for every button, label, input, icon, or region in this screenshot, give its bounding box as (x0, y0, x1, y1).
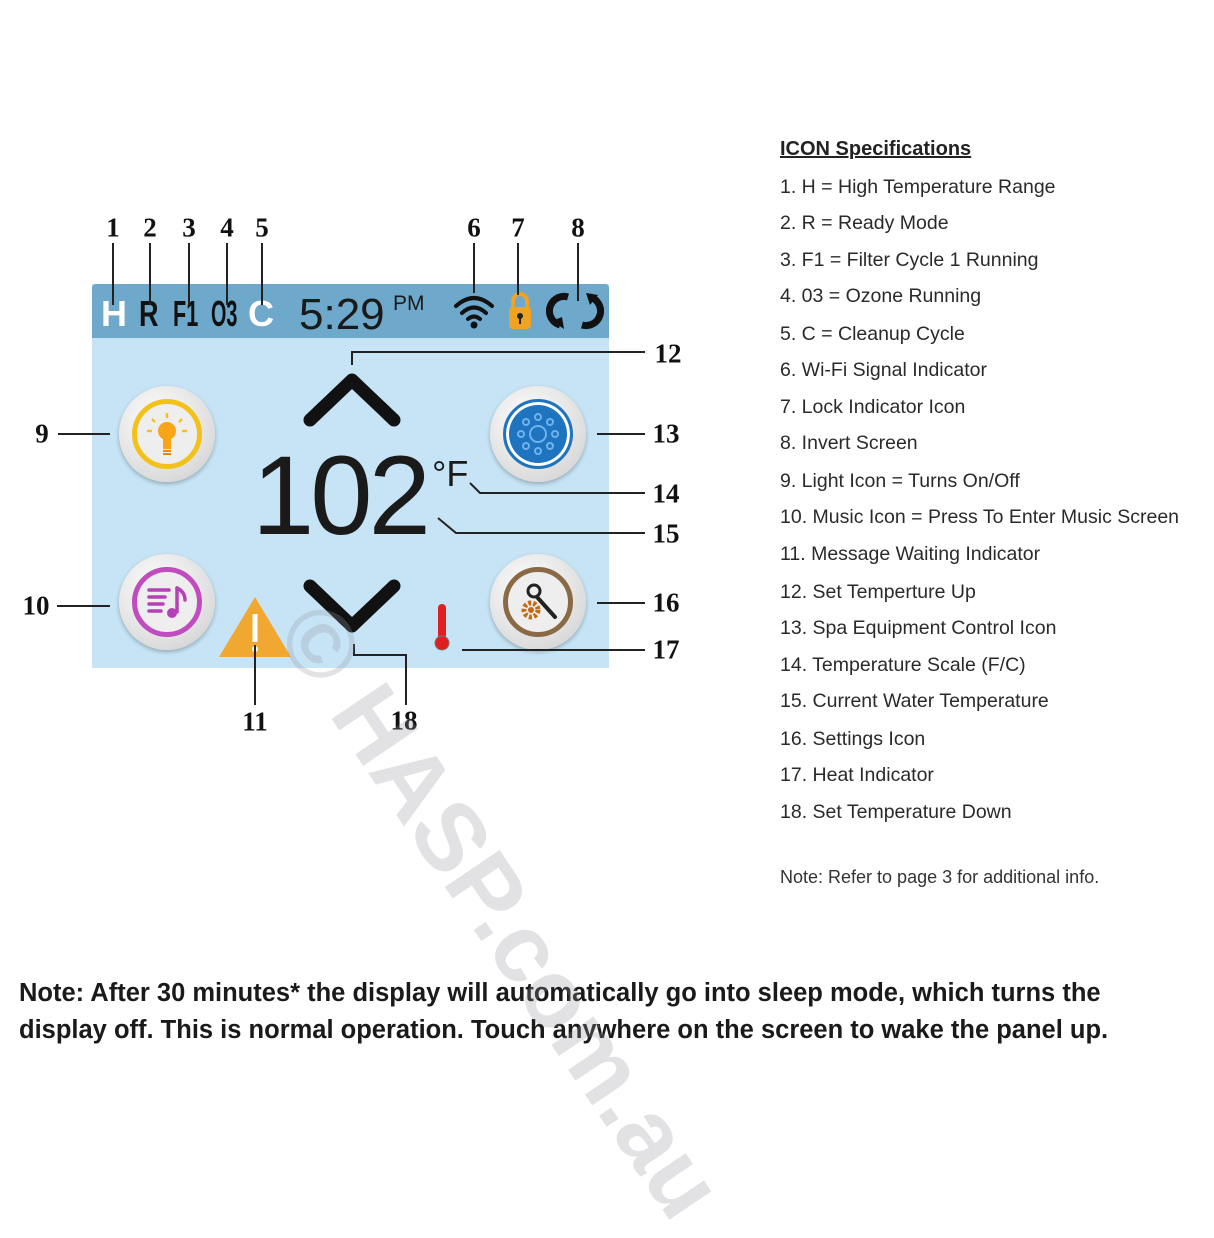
callout-3: 3 (182, 212, 196, 243)
leader-line (405, 654, 407, 705)
leader-line (188, 243, 190, 305)
ozone-indicator: O3 (211, 293, 238, 334)
spec-item: 7. Lock Indicator Icon (780, 396, 966, 418)
settings-wrench-gear-icon (521, 583, 557, 620)
callout-17: 17 (652, 634, 680, 665)
callout-5: 5 (255, 212, 269, 243)
callout-16: 16 (652, 587, 680, 618)
leader-line (58, 433, 110, 435)
leader-line (597, 433, 645, 435)
leader-line (517, 243, 519, 295)
leader-line (473, 243, 475, 293)
spec-item: 8. Invert Screen (780, 432, 918, 454)
callout-18: 18 (390, 705, 418, 736)
clock-ampm: PM (393, 292, 425, 315)
chevron-up-icon[interactable] (300, 368, 404, 430)
leader-line (226, 243, 228, 305)
leader-line (254, 645, 256, 705)
leader-line (112, 243, 114, 305)
leader-line (57, 605, 110, 607)
music-icon (147, 586, 187, 618)
leader-line (261, 243, 263, 305)
ready-mode-indicator: R (139, 293, 159, 334)
callout-15: 15 (652, 518, 680, 549)
callout-6: 6 (467, 212, 481, 243)
spec-title: ICON Specifications (780, 138, 972, 160)
spec-item: 11. Message Waiting Indicator (780, 543, 1041, 565)
leader-line (149, 243, 151, 305)
callout-9: 9 (35, 418, 49, 449)
spec-item: 3. F1 = Filter Cycle 1 Running (780, 249, 1039, 271)
spec-item: 16. Settings Icon (780, 728, 926, 750)
leader-line (353, 644, 355, 655)
clock-time: 5:29 (299, 290, 385, 339)
spec-item: 4. 03 = Ozone Running (780, 285, 982, 307)
callout-8: 8 (571, 212, 585, 243)
thermometer-icon (434, 604, 450, 651)
filter-cycle-indicator: F1 (173, 293, 199, 334)
spec-item: 12. Set Temperture Up (780, 581, 976, 603)
leader-line (351, 351, 353, 365)
leader-lines-14-15 (437, 482, 645, 534)
music-button[interactable] (119, 554, 215, 650)
light-bulb-icon (147, 413, 187, 455)
spec-item: 15. Current Water Temperature (780, 690, 1049, 712)
callout-2: 2 (143, 212, 157, 243)
temperature-unit[interactable]: °F (432, 453, 469, 494)
callout-4: 4 (220, 212, 234, 243)
spec-item: 17. Heat Indicator (780, 764, 934, 786)
callout-11: 11 (242, 706, 268, 737)
leader-line (577, 243, 579, 301)
spec-item: 14. Temperature Scale (F/C) (780, 654, 1026, 676)
spec-item: 1. H = High Temperature Range (780, 176, 1056, 198)
spec-item: 6. Wi-Fi Signal Indicator (780, 359, 987, 381)
spec-item: 13. Spa Equipment Control Icon (780, 617, 1057, 639)
high-range-indicator: H (101, 293, 127, 334)
light-button[interactable] (119, 386, 215, 482)
watermark: © HASP.com.au (256, 584, 745, 1237)
callout-10: 10 (22, 590, 50, 621)
lock-icon[interactable] (507, 290, 533, 332)
settings-button[interactable] (490, 554, 586, 650)
wifi-icon (454, 296, 494, 329)
spec-item: 2. R = Ready Mode (780, 212, 949, 234)
leader-line (597, 602, 645, 604)
leader-line (351, 351, 645, 353)
spa-jets-icon (517, 413, 559, 455)
callout-13: 13 (652, 418, 680, 449)
callout-7: 7 (511, 212, 525, 243)
sleep-mode-note: Note: After 30 minutes* the display will… (19, 979, 1109, 1044)
spec-item: 5. C = Cleanup Cycle (780, 323, 965, 345)
callout-14: 14 (652, 478, 680, 509)
leader-line (353, 654, 406, 656)
chevron-down-icon[interactable] (300, 574, 404, 638)
spec-note: Note: Refer to page 3 for additional inf… (780, 867, 1100, 887)
spa-equipment-button[interactable] (490, 386, 586, 482)
spec-item: 10. Music Icon = Press To Enter Music Sc… (780, 506, 1180, 528)
invert-screen-icon[interactable] (546, 291, 604, 331)
spec-item: 9. Light Icon = Turns On/Off (780, 470, 1020, 492)
spec-item: 18. Set Temperature Down (780, 801, 1012, 823)
callout-12: 12 (654, 338, 682, 369)
callout-1: 1 (106, 212, 120, 243)
leader-line (462, 649, 645, 651)
current-temperature: 102 (252, 433, 431, 558)
